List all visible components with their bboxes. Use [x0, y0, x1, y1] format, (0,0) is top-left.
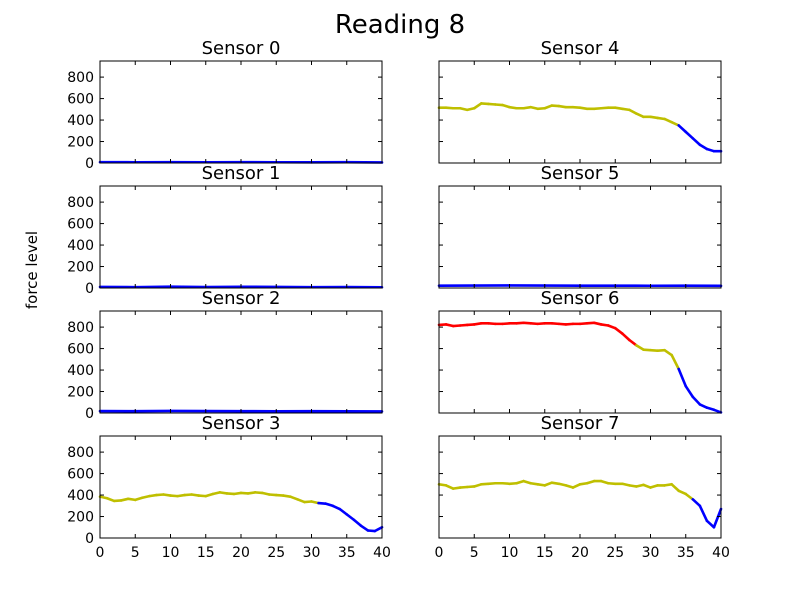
- panel-title: Sensor 4: [541, 38, 620, 59]
- y-tick-label: 0: [85, 531, 94, 547]
- series-segment: [712, 408, 723, 414]
- axes-frame: [438, 185, 722, 289]
- y-tick-label: 600: [67, 217, 94, 233]
- series-segment: [352, 518, 363, 527]
- series-segment: [698, 504, 709, 523]
- y-tick-label: 0: [85, 281, 94, 297]
- figure-title: Reading 8: [335, 10, 465, 40]
- y-tick-label: 400: [67, 363, 94, 379]
- x-tick-label: 0: [96, 545, 105, 561]
- y-tick-label: 600: [67, 342, 94, 358]
- axes-frame: [99, 310, 383, 414]
- y-tick-label: 600: [67, 467, 94, 483]
- series-segment: [359, 524, 370, 532]
- series-segment: [684, 130, 695, 140]
- x-tick-label: 25: [606, 545, 624, 561]
- series-segment: [345, 513, 356, 522]
- panel-sensor-2: Sensor 2 0 200 400 600 800: [67, 288, 384, 422]
- panel-sensor-7: Sensor 7 0 5 10 15 20 25 30 35 40: [435, 413, 730, 561]
- series-segment: [670, 353, 681, 371]
- x-tick-label: 5: [470, 545, 479, 561]
- axes-frame: [99, 60, 383, 164]
- series-segment: [677, 367, 688, 388]
- panel-title: Sensor 5: [541, 163, 620, 184]
- series-segment: [684, 492, 695, 501]
- x-tick-label: 20: [571, 545, 589, 561]
- series-segment: [613, 326, 624, 335]
- series-segment: [373, 525, 384, 533]
- panel-title: Sensor 1: [202, 163, 281, 184]
- series-segment: [684, 384, 695, 399]
- series-segment: [670, 483, 681, 493]
- panel-sensor-6: Sensor 6: [437, 288, 723, 414]
- x-tick-label: 30: [303, 545, 321, 561]
- series-segment: [635, 344, 645, 351]
- y-tick-label: 400: [67, 113, 94, 129]
- y-tick-label: 400: [67, 238, 94, 254]
- series-segment: [691, 137, 702, 147]
- y-tick-label: 800: [67, 320, 94, 336]
- axes-frame: [438, 435, 722, 539]
- x-tick-label: 5: [131, 545, 140, 561]
- x-tick-label: 10: [501, 545, 519, 561]
- panel-sensor-1: Sensor 1 0 200 400 600 800: [67, 163, 384, 297]
- y-tick-label: 800: [67, 70, 94, 86]
- y-tick-label: 400: [67, 488, 94, 504]
- panel-title: Sensor 0: [202, 38, 281, 59]
- y-tick-label: 800: [67, 195, 94, 211]
- axes-frame: [438, 310, 722, 414]
- series-segment: [691, 498, 702, 508]
- series-segment: [338, 507, 349, 516]
- x-tick-label: 10: [162, 545, 180, 561]
- panel-title: Sensor 6: [541, 288, 620, 309]
- panel-title: Sensor 7: [541, 413, 620, 434]
- panel-sensor-0: Sensor 0 0 200 400 600 800: [67, 38, 384, 172]
- x-tick-label: 35: [338, 545, 356, 561]
- series-segment: [698, 143, 709, 151]
- x-tick-label: 25: [267, 545, 285, 561]
- y-tick-label: 0: [85, 156, 94, 172]
- series-segment: [628, 108, 638, 115]
- y-tick-label: 0: [85, 406, 94, 422]
- y-tick-label: 200: [67, 135, 94, 151]
- series-segment: [620, 332, 631, 342]
- panel-sensor-3: Sensor 3 0 200 400 600 800 0 5 10 15 20 25 30 35 40: [67, 413, 391, 561]
- y-tick-label: 600: [67, 92, 94, 108]
- x-tick-label: 40: [373, 545, 391, 561]
- x-tick-label: 30: [642, 545, 660, 561]
- y-axis-label: force level: [23, 231, 41, 309]
- x-tick-label: 15: [536, 545, 554, 561]
- panel-title: Sensor 2: [202, 288, 281, 309]
- y-tick-label: 200: [67, 510, 94, 526]
- x-tick-label: 0: [435, 545, 444, 561]
- x-tick-label: 35: [677, 545, 695, 561]
- y-tick-label: 800: [67, 445, 94, 461]
- axes-frame: [99, 185, 383, 289]
- axes-frame: [438, 60, 722, 164]
- panel-sensor-4: Sensor 4: [437, 38, 723, 164]
- axes-frame: [99, 435, 383, 539]
- series-segment: [705, 519, 716, 529]
- series-segment: [628, 338, 638, 347]
- y-tick-label: 200: [67, 260, 94, 276]
- x-tick-label: 20: [232, 545, 250, 561]
- panel-title: Sensor 3: [202, 413, 281, 434]
- series-segment: [663, 348, 673, 357]
- series-segment: [677, 124, 688, 134]
- y-tick-label: 200: [67, 385, 94, 401]
- x-tick-label: 15: [197, 545, 215, 561]
- panel-sensor-5: Sensor 5: [437, 163, 723, 289]
- series-segment: [712, 507, 723, 529]
- series-segment: [691, 395, 702, 406]
- x-tick-label: 40: [712, 545, 730, 561]
- series-segment: [472, 102, 483, 110]
